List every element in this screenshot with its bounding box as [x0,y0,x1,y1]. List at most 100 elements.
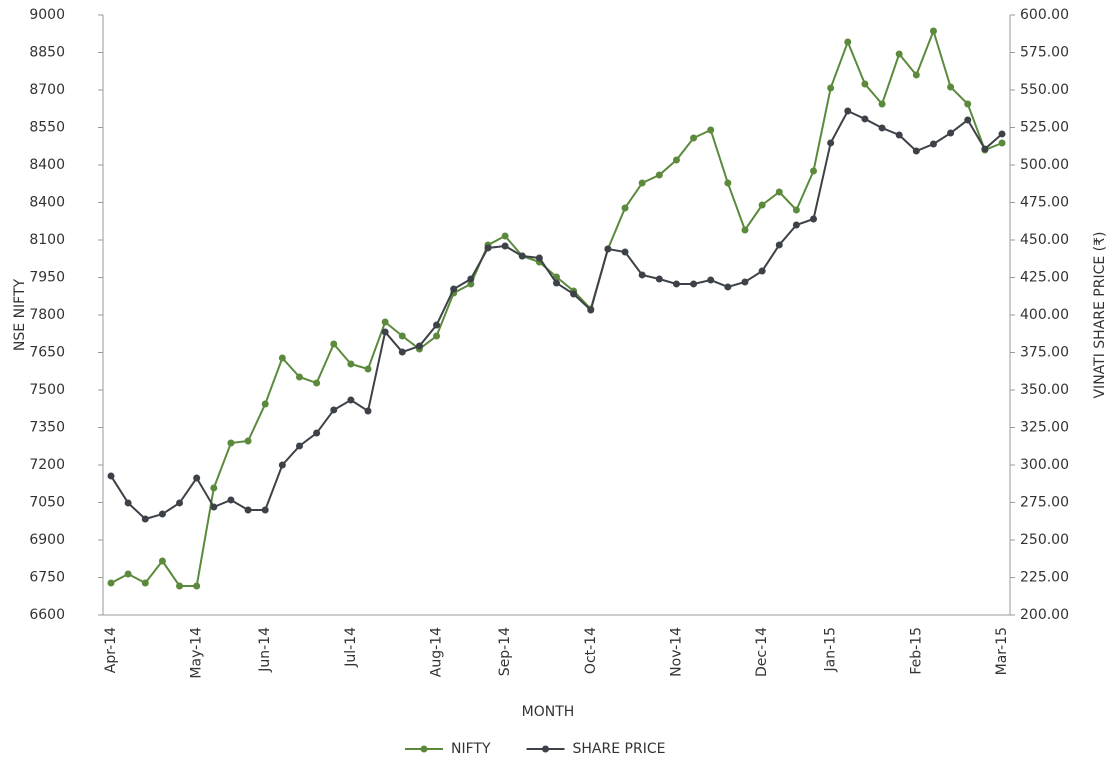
y-tick-label: 8700 [29,82,65,98]
data-point [690,134,698,142]
data-point [124,499,132,507]
data-point [775,241,783,249]
data-point [638,179,646,187]
data-point [244,437,252,445]
data-point [484,244,492,252]
x-tick-label: Feb-15 [908,627,924,675]
y-axis-title: NSE NIFTY [12,278,28,351]
data-point [998,139,1006,147]
data-point [244,506,252,514]
data-point [587,306,595,314]
y-tick-label: 7950 [29,270,65,286]
y-tick-label: 7050 [29,495,65,511]
series-line [110,109,1003,521]
y2-tick-label: 575.00 [1020,45,1069,61]
x-tick-label: May-14 [189,627,205,679]
y-tick-label: 8550 [29,120,65,136]
data-point [655,171,663,179]
x-tick-label: Nov-14 [668,627,684,677]
data-point [313,379,321,387]
data-point [827,84,835,92]
y2-tick-label: 525.00 [1020,120,1069,136]
y2-axis-title: VINATI SHARE PRICE (₹) [1092,231,1108,398]
data-point [501,242,509,250]
data-point [792,221,800,229]
data-point [158,557,166,565]
y-tick-label: 8400 [29,195,65,211]
x-tick-label: Sep-14 [497,627,513,676]
data-point [347,360,355,368]
data-point [724,179,732,187]
data-point [929,140,937,148]
y2-tick-label: 425.00 [1020,270,1069,286]
x-tick-label: Dec-14 [754,627,770,677]
data-point [844,38,852,46]
x-tick-label: Jun-14 [257,627,273,673]
data-point [741,278,749,286]
data-point [912,71,920,79]
data-point [672,156,680,164]
data-point [741,226,749,234]
data-point [655,275,663,283]
y-tick-label: 8850 [29,45,65,61]
data-point [261,506,269,514]
data-point [638,271,646,279]
data-point [158,510,166,518]
data-point [313,429,321,437]
x-tick-label: Aug-14 [429,627,445,677]
data-point [535,254,543,262]
data-point [398,348,406,356]
y-tick-label: 9000 [29,7,65,23]
y2-tick-label: 250.00 [1020,532,1069,548]
data-point [604,245,612,253]
data-point [947,83,955,91]
data-point [141,579,149,587]
y2-tick-label: 400.00 [1020,307,1069,323]
data-point [690,280,698,288]
data-point [193,474,201,482]
y2-tick-label: 550.00 [1020,82,1069,98]
legend-marker [420,745,428,753]
y2-tick-label: 325.00 [1020,420,1069,436]
data-point [724,283,732,291]
y2-tick-label: 200.00 [1020,607,1069,623]
data-point [364,365,372,373]
data-point [176,582,184,590]
y2-tick-label: 225.00 [1020,570,1069,586]
y-tick-label: 6900 [29,532,65,548]
data-point [775,188,783,196]
x-axis-title: MONTH [522,704,575,720]
data-point [844,107,852,115]
data-point [964,116,972,124]
y2-tick-label: 450.00 [1020,232,1069,248]
data-point [210,503,218,511]
data-point [621,204,629,212]
data-point [467,275,475,283]
data-point [792,206,800,214]
y2-tick-label: 475.00 [1020,195,1069,211]
y-tick-label: 7650 [29,345,65,361]
series-line [110,27,1003,587]
data-point [861,80,869,88]
data-point [278,354,286,362]
data-point [501,232,509,240]
data-point [176,499,184,507]
y-tick-label: 7350 [29,420,65,436]
data-point [810,215,818,223]
data-point [810,167,818,175]
data-point [621,248,629,256]
x-tick-label: Jul-14 [343,627,359,668]
y2-tick-label: 500.00 [1020,157,1069,173]
data-point [415,342,423,350]
y-tick-label: 7800 [29,307,65,323]
data-point [964,100,972,108]
data-point [210,484,218,492]
data-point [878,100,886,108]
data-point [707,276,715,284]
y2-tick-label: 350.00 [1020,382,1069,398]
data-point [570,290,578,298]
data-point [912,147,920,155]
x-tick-label: Mar-15 [994,627,1010,675]
data-point [227,496,235,504]
data-point [895,131,903,139]
